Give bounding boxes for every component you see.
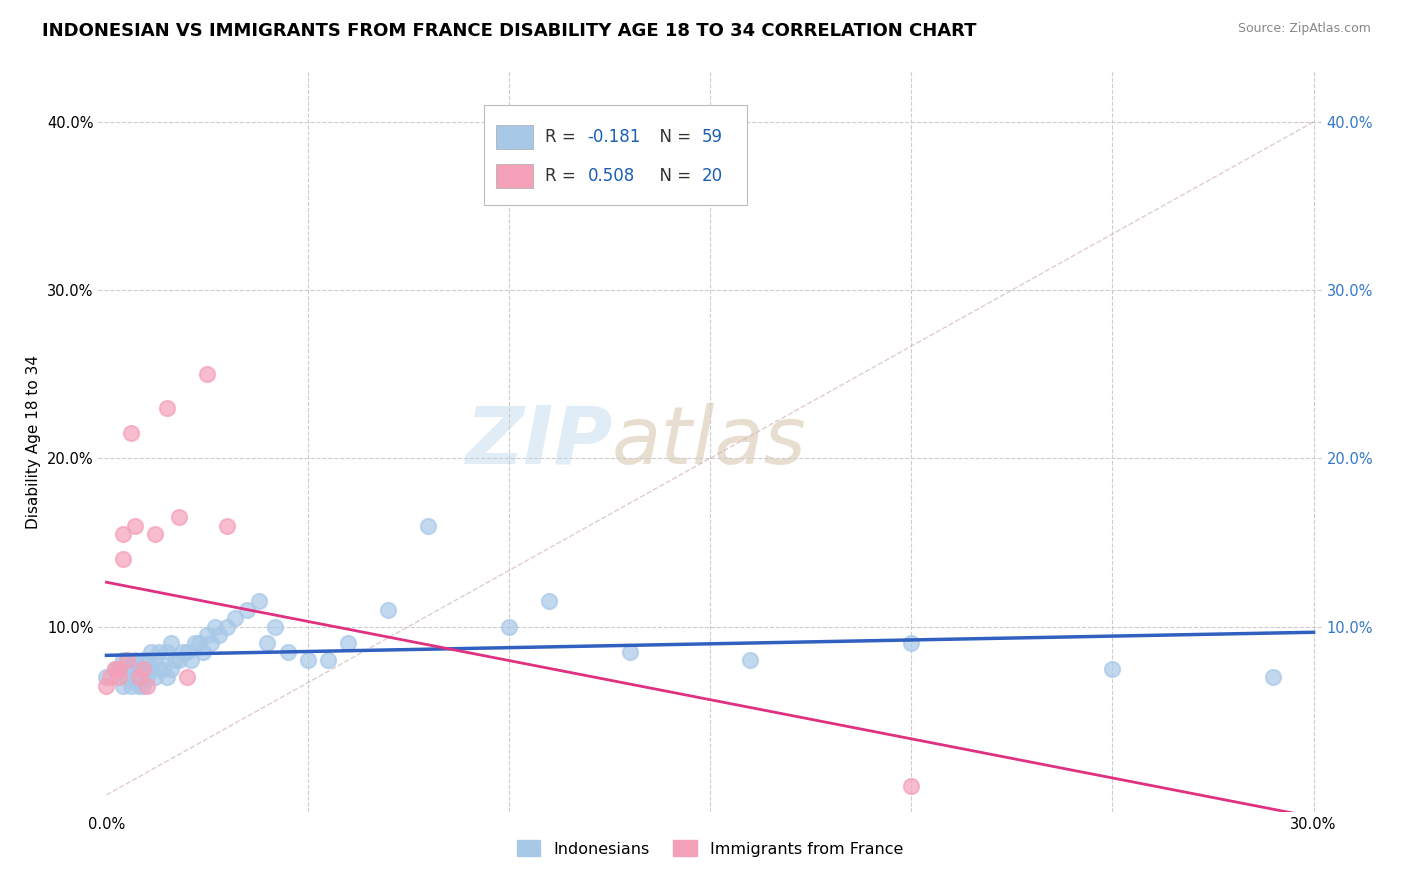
Point xyxy=(100,670,122,684)
Point xyxy=(297,653,319,667)
Point xyxy=(139,662,162,676)
Point xyxy=(740,653,762,667)
Point xyxy=(418,518,440,533)
Point xyxy=(217,619,239,633)
Point xyxy=(1263,670,1285,684)
Point xyxy=(176,645,198,659)
Point xyxy=(160,636,183,650)
Point xyxy=(128,670,150,684)
Point xyxy=(200,636,222,650)
Point xyxy=(111,527,134,541)
Point xyxy=(124,670,146,684)
Point xyxy=(156,670,179,684)
Point xyxy=(195,628,218,642)
Text: INDONESIAN VS IMMIGRANTS FROM FRANCE DISABILITY AGE 18 TO 34 CORRELATION CHART: INDONESIAN VS IMMIGRANTS FROM FRANCE DIS… xyxy=(42,22,977,40)
Point xyxy=(120,426,142,441)
Text: -0.181: -0.181 xyxy=(588,128,641,146)
Point xyxy=(107,662,129,676)
Point xyxy=(156,645,179,659)
Point xyxy=(128,662,150,676)
Point xyxy=(160,662,183,676)
Bar xyxy=(496,164,533,187)
Point xyxy=(96,670,118,684)
Point xyxy=(131,679,153,693)
Point xyxy=(103,662,125,676)
Text: ZIP: ZIP xyxy=(465,402,612,481)
Point xyxy=(111,552,134,566)
Point xyxy=(115,670,138,684)
Point xyxy=(111,653,134,667)
Point xyxy=(167,510,190,524)
Point xyxy=(224,611,246,625)
Point xyxy=(236,603,259,617)
Point xyxy=(195,368,218,382)
Point xyxy=(143,527,166,541)
Point xyxy=(115,653,138,667)
Text: atlas: atlas xyxy=(612,402,807,481)
Point xyxy=(538,594,561,608)
Point xyxy=(1101,662,1123,676)
Text: N =: N = xyxy=(648,128,696,146)
Point xyxy=(176,670,198,684)
Point xyxy=(316,653,339,667)
Point xyxy=(172,645,194,659)
Point xyxy=(336,636,359,650)
Point xyxy=(120,662,142,676)
Point xyxy=(277,645,299,659)
Point xyxy=(96,679,118,693)
Text: Source: ZipAtlas.com: Source: ZipAtlas.com xyxy=(1237,22,1371,36)
Point xyxy=(124,653,146,667)
Legend: Indonesians, Immigrants from France: Indonesians, Immigrants from France xyxy=(510,834,910,863)
Point xyxy=(167,653,190,667)
Point xyxy=(148,645,170,659)
Point xyxy=(139,645,162,659)
Text: 20: 20 xyxy=(702,167,723,185)
Point xyxy=(135,670,157,684)
Point xyxy=(135,679,157,693)
Text: R =: R = xyxy=(546,128,581,146)
FancyBboxPatch shape xyxy=(484,104,747,204)
Point xyxy=(156,401,179,415)
Point xyxy=(135,653,157,667)
Point xyxy=(107,670,129,684)
Point xyxy=(124,518,146,533)
Point xyxy=(217,518,239,533)
Point xyxy=(143,670,166,684)
Point xyxy=(163,653,186,667)
Text: 59: 59 xyxy=(702,128,723,146)
Y-axis label: Disability Age 18 to 34: Disability Age 18 to 34 xyxy=(27,354,41,529)
Point xyxy=(107,662,129,676)
Point xyxy=(152,662,174,676)
Bar xyxy=(496,126,533,149)
Text: N =: N = xyxy=(648,167,696,185)
Point xyxy=(204,619,226,633)
Point xyxy=(131,662,153,676)
Point xyxy=(377,603,399,617)
Point xyxy=(208,628,231,642)
Point xyxy=(498,619,520,633)
Point xyxy=(264,619,287,633)
Point xyxy=(111,679,134,693)
Point xyxy=(247,594,270,608)
Point xyxy=(180,653,202,667)
Point xyxy=(184,636,207,650)
Point xyxy=(128,679,150,693)
Point xyxy=(191,645,214,659)
Point xyxy=(131,653,153,667)
Text: 0.508: 0.508 xyxy=(588,167,636,185)
Point xyxy=(900,780,922,794)
Point xyxy=(619,645,641,659)
Point xyxy=(148,662,170,676)
Point xyxy=(900,636,922,650)
Point xyxy=(188,636,211,650)
Point xyxy=(143,653,166,667)
Point xyxy=(103,662,125,676)
Point xyxy=(256,636,278,650)
Point xyxy=(115,653,138,667)
Point xyxy=(120,679,142,693)
Text: R =: R = xyxy=(546,167,581,185)
